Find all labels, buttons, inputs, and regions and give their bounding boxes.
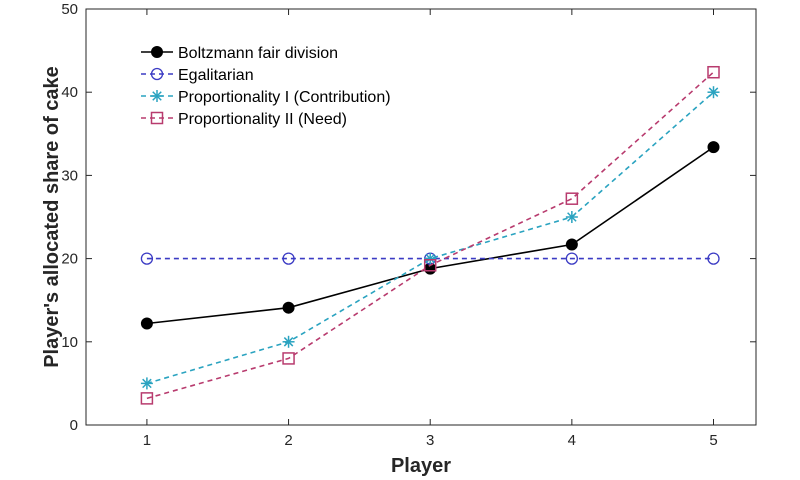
legend-entry: Boltzmann fair division bbox=[141, 45, 338, 62]
data-point bbox=[707, 65, 720, 79]
data-point bbox=[140, 392, 154, 405]
x-tick-label: 3 bbox=[426, 432, 434, 449]
data-point bbox=[565, 238, 578, 251]
series-layer bbox=[140, 65, 720, 405]
y-tick-label: 0 bbox=[70, 417, 78, 434]
legend-label: Proportionality II (Need) bbox=[178, 111, 347, 128]
series-line bbox=[146, 71, 715, 400]
x-tick-label: 4 bbox=[568, 432, 576, 449]
x-axis-title: Player bbox=[391, 455, 451, 477]
data-point bbox=[282, 335, 295, 348]
series-line bbox=[146, 91, 715, 385]
data-point bbox=[565, 192, 579, 205]
data-point bbox=[707, 141, 720, 154]
legend: Boltzmann fair division Egalitarian Propor… bbox=[141, 45, 391, 128]
plot-area bbox=[85, 8, 757, 426]
data-point bbox=[140, 252, 154, 265]
legend-entry: Proportionality II (Need) bbox=[141, 111, 347, 128]
legend-entry: Egalitarian bbox=[141, 67, 254, 84]
y-tick-label: 30 bbox=[61, 167, 78, 184]
data-point bbox=[282, 252, 295, 265]
x-tick-label: 1 bbox=[143, 432, 151, 449]
y-tick-label: 20 bbox=[61, 251, 78, 268]
x-tick-label: 2 bbox=[284, 432, 292, 449]
legend-marker bbox=[150, 111, 164, 125]
legend-marker bbox=[151, 90, 163, 102]
series-2 bbox=[140, 86, 720, 390]
data-point bbox=[707, 252, 720, 265]
y-axis-title: Player's allocated share of cake bbox=[41, 66, 63, 368]
data-point bbox=[565, 211, 578, 223]
legend-marker bbox=[150, 67, 164, 81]
legend-entry: Proportionality I (Contribution) bbox=[141, 89, 391, 106]
legend-label: Proportionality I (Contribution) bbox=[178, 89, 391, 106]
data-point bbox=[140, 317, 153, 330]
x-tick-label: 5 bbox=[709, 432, 717, 449]
data-point bbox=[140, 377, 153, 390]
data-point bbox=[282, 352, 295, 365]
legend-marker bbox=[151, 46, 163, 58]
y-tick-label: 40 bbox=[61, 84, 78, 101]
y-tick-label: 10 bbox=[61, 334, 78, 351]
legend-label: Egalitarian bbox=[178, 67, 254, 84]
data-point bbox=[424, 252, 437, 265]
data-point bbox=[707, 86, 720, 99]
data-point bbox=[565, 252, 579, 265]
legend-label: Boltzmann fair division bbox=[178, 45, 338, 62]
y-tick-label: 50 bbox=[61, 1, 78, 18]
data-point bbox=[282, 301, 295, 314]
data-point bbox=[423, 259, 437, 272]
series-3 bbox=[140, 65, 720, 405]
